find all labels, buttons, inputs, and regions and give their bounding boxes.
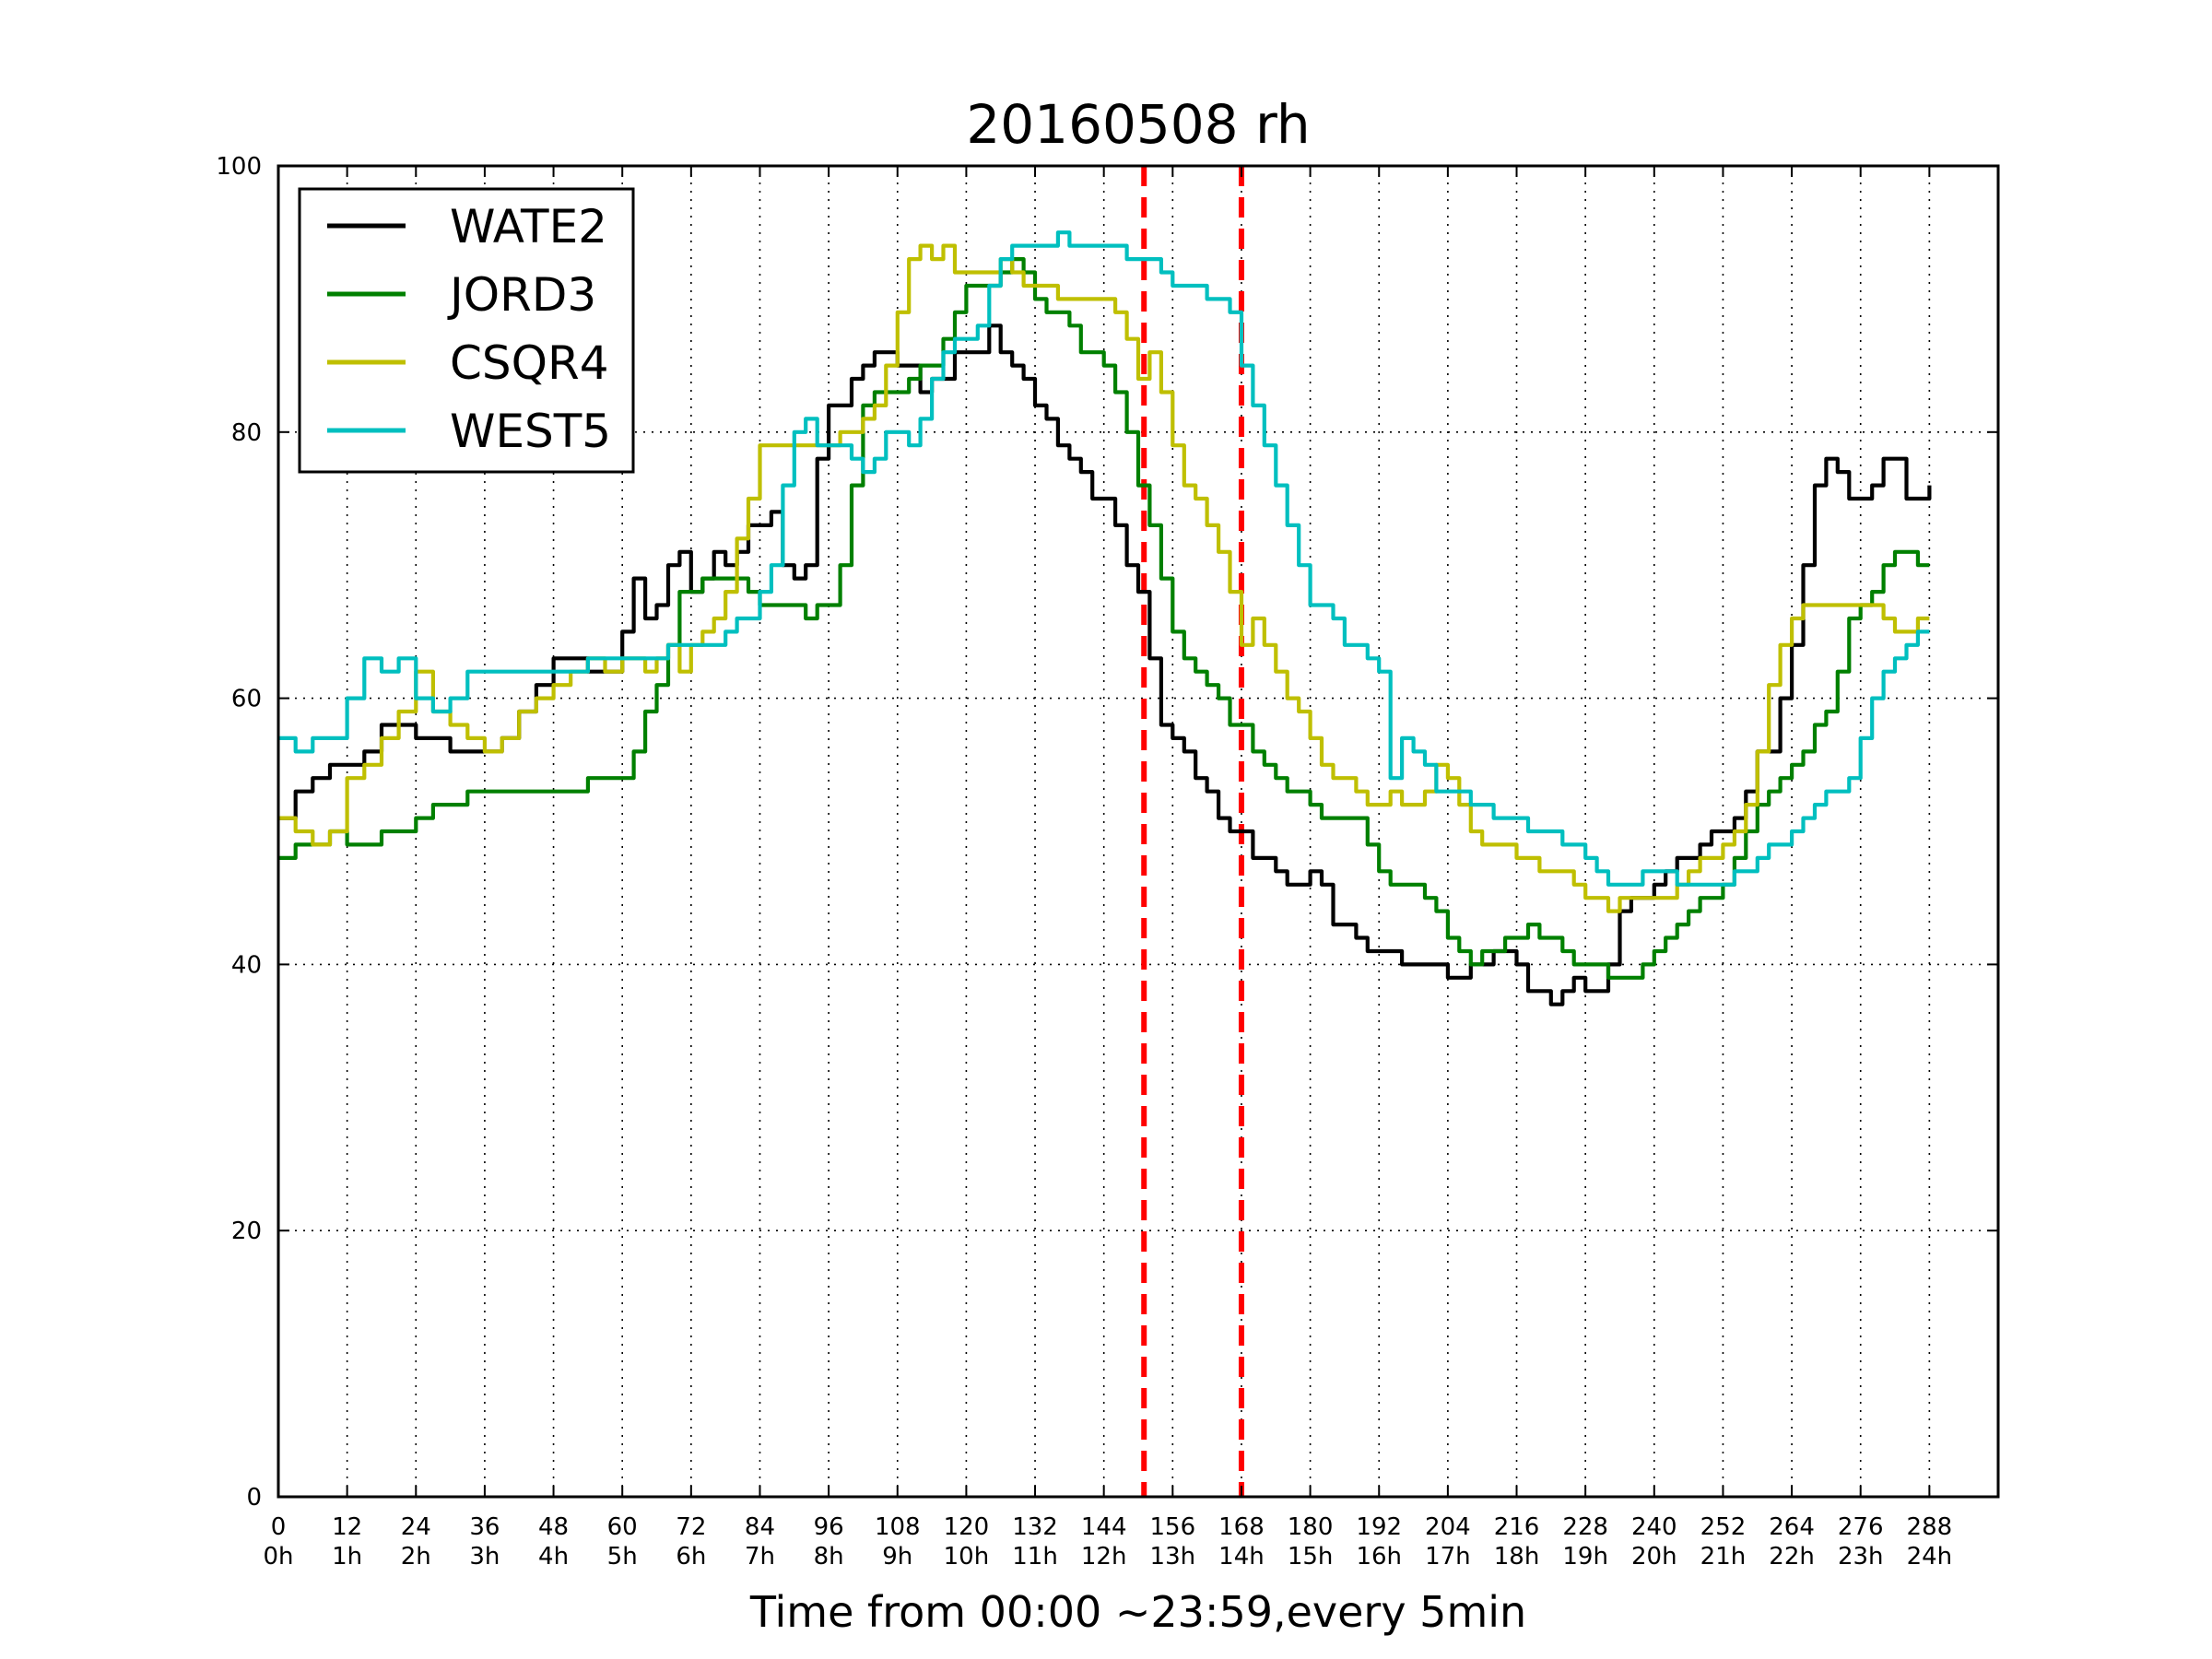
series-line-wate2 xyxy=(278,324,1932,1006)
x-tick-label: 240 xyxy=(1631,1513,1677,1541)
x-tick-label: 96 xyxy=(814,1513,844,1541)
y-tick-label: 0 xyxy=(246,1484,262,1512)
x-tick-label: 48 xyxy=(538,1513,569,1541)
x-tick-sublabel: 7h xyxy=(745,1543,775,1571)
x-tick-label: 288 xyxy=(1907,1513,1953,1541)
x-tick-label: 144 xyxy=(1081,1513,1127,1541)
x-tick-label: 228 xyxy=(1562,1513,1608,1541)
x-tick-sublabel: 4h xyxy=(538,1543,569,1571)
y-tick-label: 80 xyxy=(231,419,262,447)
x-tick-sublabel: 17h xyxy=(1425,1543,1471,1571)
x-tick-sublabel: 6h xyxy=(676,1543,706,1571)
legend-label-jord3: JORD3 xyxy=(447,268,596,322)
legend-label-csqr4: CSQR4 xyxy=(450,336,609,390)
x-tick-label: 24 xyxy=(401,1513,431,1541)
x-tick-sublabel: 0h xyxy=(263,1543,293,1571)
x-tick-label: 192 xyxy=(1356,1513,1402,1541)
series-line-jord3 xyxy=(278,257,1930,980)
x-tick-label: 180 xyxy=(1288,1513,1334,1541)
y-tick-label: 100 xyxy=(216,153,262,181)
x-tick-label: 168 xyxy=(1218,1513,1265,1541)
x-tick-label: 36 xyxy=(469,1513,500,1541)
chart-title: 20160508 rh xyxy=(966,93,1310,156)
x-tick-sublabel: 23h xyxy=(1838,1543,1884,1571)
x-tick-sublabel: 16h xyxy=(1356,1543,1402,1571)
legend-label-west5: WEST5 xyxy=(450,405,611,458)
plot-frame xyxy=(276,164,2000,1499)
axis-ticks: 00h121h242h363h484h605h726h847h968h1089h… xyxy=(216,153,1998,1571)
x-tick-sublabel: 3h xyxy=(469,1543,500,1571)
y-tick-label: 40 xyxy=(231,951,262,979)
x-tick-sublabel: 10h xyxy=(944,1543,990,1571)
legend: WATE2 JORD3 CSQR4 WEST5 xyxy=(298,187,635,474)
x-tick-label: 204 xyxy=(1425,1513,1471,1541)
x-tick-sublabel: 8h xyxy=(814,1543,844,1571)
x-tick-label: 264 xyxy=(1769,1513,1815,1541)
legend-label-wate2: WATE2 xyxy=(450,200,607,253)
series-lines xyxy=(278,230,1932,1006)
x-tick-label: 108 xyxy=(875,1513,921,1541)
x-tick-sublabel: 1h xyxy=(332,1543,362,1571)
series-line-csqr4 xyxy=(278,243,1930,913)
x-tick-label: 216 xyxy=(1494,1513,1540,1541)
x-tick-label: 156 xyxy=(1149,1513,1195,1541)
x-tick-label: 12 xyxy=(332,1513,362,1541)
x-tick-sublabel: 19h xyxy=(1562,1543,1608,1571)
x-axis-label: Time from 00:00 ~23:59,every 5min xyxy=(749,1587,1526,1637)
x-tick-sublabel: 14h xyxy=(1218,1543,1265,1571)
legend-box xyxy=(298,187,635,474)
x-tick-sublabel: 13h xyxy=(1150,1543,1196,1571)
x-tick-sublabel: 5h xyxy=(607,1543,638,1571)
y-tick-label: 60 xyxy=(231,686,262,713)
x-tick-label: 276 xyxy=(1838,1513,1884,1541)
x-tick-sublabel: 15h xyxy=(1288,1543,1334,1571)
x-tick-label: 120 xyxy=(944,1513,990,1541)
x-tick-sublabel: 20h xyxy=(1631,1543,1677,1571)
x-tick-sublabel: 9h xyxy=(882,1543,912,1571)
x-tick-sublabel: 22h xyxy=(1769,1543,1815,1571)
x-tick-sublabel: 24h xyxy=(1907,1543,1953,1571)
x-tick-sublabel: 2h xyxy=(401,1543,431,1571)
y-tick-label: 20 xyxy=(231,1218,262,1245)
x-tick-label: 60 xyxy=(607,1513,638,1541)
x-tick-sublabel: 11h xyxy=(1012,1543,1058,1571)
x-tick-label: 84 xyxy=(745,1513,775,1541)
x-tick-label: 252 xyxy=(1700,1513,1747,1541)
x-tick-sublabel: 21h xyxy=(1700,1543,1747,1571)
x-tick-sublabel: 12h xyxy=(1081,1543,1127,1571)
series-line-west5 xyxy=(278,230,1930,887)
x-tick-label: 132 xyxy=(1012,1513,1058,1541)
x-tick-sublabel: 18h xyxy=(1494,1543,1540,1571)
x-tick-label: 0 xyxy=(271,1513,287,1541)
x-tick-label: 72 xyxy=(676,1513,706,1541)
